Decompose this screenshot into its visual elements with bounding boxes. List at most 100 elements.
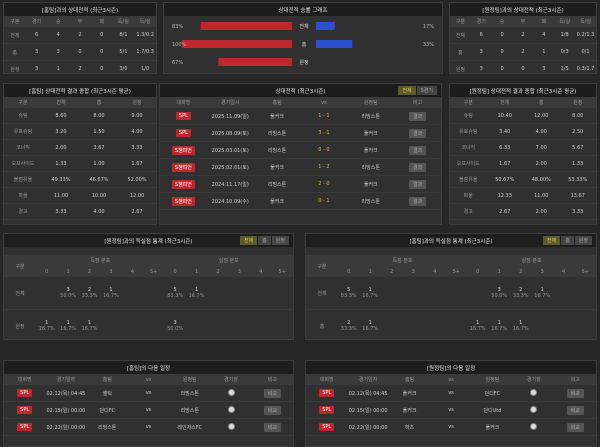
button[interactable]: 비교 (263, 422, 281, 432)
button[interactable]: 비교 (566, 388, 584, 398)
percent: 83.3% (340, 293, 357, 299)
row: 홈 3 0 2 1 0/3 0/1 (450, 43, 596, 61)
tab[interactable]: 홈 (561, 236, 574, 245)
bin-header: 1 (185, 266, 208, 277)
cell: 결과 (394, 124, 441, 142)
cell (100, 309, 122, 339)
tab[interactable]: 원정 (574, 236, 592, 245)
bin-header: 2 (78, 266, 101, 277)
column-header: 원정 (118, 97, 156, 108)
home-bar (200, 22, 292, 30)
cell: 3 50.0% (488, 277, 510, 310)
column-header: 비고 (251, 374, 293, 385)
cell: 53.33% (559, 171, 596, 188)
away-label: 17% (423, 24, 434, 30)
button[interactable]: 결과 (408, 128, 427, 138)
away-label: 33% (423, 42, 434, 48)
cell: 02.15(일) 00:00 (45, 401, 87, 419)
button[interactable]: 결과 (408, 111, 427, 121)
cell: 2.00 (523, 155, 560, 172)
panel-header: [홈팀] 상대전적 결과 종합 (최근3시즌 평균) (4, 84, 156, 97)
cell: 02.12(목) 04:45 (45, 385, 87, 402)
tab[interactable]: 전체 (239, 236, 258, 245)
stadium-icon (530, 405, 538, 413)
tab[interactable]: 홈 (258, 236, 271, 245)
count: 1 (109, 287, 113, 293)
button[interactable]: 비교 (263, 388, 281, 398)
bin-header: 5+ (574, 266, 596, 277)
cell: 4 (47, 27, 70, 44)
cell (271, 309, 293, 339)
cell: S챔피언 (160, 192, 207, 210)
tab[interactable]: 전체 (398, 86, 416, 95)
percent: 16.7% (38, 326, 55, 332)
button[interactable]: 결과 (408, 145, 427, 155)
cell: SPL (4, 401, 46, 419)
cell: 1 16.7% (36, 309, 58, 339)
header-row: 구분 경기 승 무 패 득/실 득/실 (4, 16, 156, 27)
cell: 던디Utd (471, 401, 514, 419)
button[interactable]: 결과 (408, 162, 427, 172)
cell: 3 50.0% (57, 277, 79, 310)
panel-header: [홈팀]의 다음 일정 (4, 361, 293, 374)
cell: 0/3 (554, 43, 576, 61)
row: 오프사이드 1.33 1.00 1.67 (4, 155, 156, 172)
column-header: 원정팀 (471, 374, 514, 385)
cell: 6 (470, 27, 492, 44)
league-badge: S챔피언 (171, 179, 195, 189)
cell: 2 (512, 43, 534, 61)
cell (486, 219, 523, 224)
cell (36, 277, 58, 310)
cell: 4.00 (523, 123, 560, 140)
panel-title: 상대전적 승률 그래프 (278, 7, 328, 14)
column-header: 홈 (80, 97, 118, 108)
cell: 1.7/0.3 (134, 43, 156, 61)
column-header: 원정팀 (169, 374, 211, 385)
row: 유효슈팅 3.40 4.00 2.50 (450, 123, 596, 140)
cell: 리빙스톤 (347, 108, 395, 125)
button[interactable]: 비교 (566, 422, 584, 432)
percent: 33.3% (512, 293, 529, 299)
cell: 1/5 (554, 60, 576, 73)
cell: 3.33 (42, 203, 80, 220)
row: 코너킥 2.00 3.67 3.33 (4, 139, 156, 156)
button[interactable]: 결과 (408, 179, 427, 189)
cell: 리빙스톤 (169, 401, 211, 419)
cell: 결과 (394, 175, 441, 193)
button[interactable]: 결과 (408, 196, 427, 206)
percent: 16.7% (362, 293, 379, 299)
column-header: vs (430, 374, 472, 385)
cell: 1 (47, 60, 70, 73)
cell: 1 16.7% (531, 277, 553, 310)
count: 2 (519, 287, 523, 293)
count: 3 (66, 287, 70, 293)
column-header: 홈팀 (253, 97, 301, 108)
column-header: 경기일시 (206, 97, 254, 108)
table: 대회명 경기일시 홈팀 vs 원정팀 비고 SPL 2025.11.09(일) 풀커크 1 - 1… (160, 97, 441, 210)
cell: 2 (512, 27, 534, 44)
cell: 풀커크 (253, 158, 301, 176)
column-header: 경기장 (210, 374, 252, 385)
cell: 2025.11.09(일) (206, 108, 254, 125)
cell: S챔피언 (160, 158, 207, 176)
tab[interactable]: 5경기 (416, 86, 437, 95)
count: 3 (173, 320, 177, 326)
tab[interactable]: 전체 (542, 236, 561, 245)
button[interactable]: 비교 (566, 405, 584, 415)
tabs: 전체 5경기 (398, 86, 437, 95)
panel: 상대전적 (최근3시즌) 전체 5경기 대회명 경기일시 홈팀 vs 원정팀 비고 SPL 2025… (159, 83, 442, 225)
away-bar (316, 22, 335, 30)
cell: 코너킥 (4, 139, 42, 156)
column-header: 대회명 (306, 374, 348, 385)
column-header: 경기일자 (45, 374, 87, 385)
cell: 02.15(일) 00:00 (347, 401, 389, 419)
button[interactable]: 비교 (263, 405, 281, 415)
league-badge: SPL (319, 406, 335, 414)
group-header: 득점 분포 (338, 255, 467, 266)
percent: 16.7% (362, 326, 379, 332)
cell: 3.20 (42, 123, 80, 140)
tab[interactable]: 원정 (271, 236, 289, 245)
cell (207, 309, 229, 339)
row: SPL 02.12(목) 04:45 풀커크 vs 던디FC 비교 (306, 385, 596, 402)
cell (467, 277, 489, 310)
